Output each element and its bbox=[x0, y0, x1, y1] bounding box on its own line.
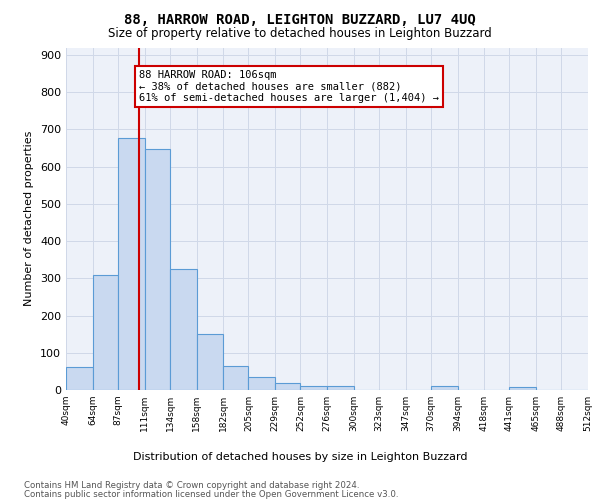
Bar bbox=[431, 386, 458, 390]
Bar bbox=[248, 377, 275, 390]
Text: Distribution of detached houses by size in Leighton Buzzard: Distribution of detached houses by size … bbox=[133, 452, 467, 462]
Bar bbox=[145, 149, 170, 390]
Bar bbox=[275, 382, 301, 390]
Bar bbox=[327, 386, 353, 390]
Bar bbox=[118, 138, 145, 390]
Bar bbox=[301, 386, 327, 390]
Bar bbox=[66, 367, 92, 390]
Bar bbox=[170, 269, 197, 390]
Bar bbox=[223, 366, 248, 390]
Text: 88, HARROW ROAD, LEIGHTON BUZZARD, LU7 4UQ: 88, HARROW ROAD, LEIGHTON BUZZARD, LU7 4… bbox=[124, 12, 476, 26]
Text: Contains public sector information licensed under the Open Government Licence v3: Contains public sector information licen… bbox=[24, 490, 398, 499]
Text: Contains HM Land Registry data © Crown copyright and database right 2024.: Contains HM Land Registry data © Crown c… bbox=[24, 481, 359, 490]
Bar bbox=[197, 334, 223, 390]
Text: 88 HARROW ROAD: 106sqm
← 38% of detached houses are smaller (882)
61% of semi-de: 88 HARROW ROAD: 106sqm ← 38% of detached… bbox=[139, 70, 439, 103]
Bar bbox=[92, 274, 118, 390]
Bar bbox=[509, 387, 536, 390]
Y-axis label: Number of detached properties: Number of detached properties bbox=[25, 131, 34, 306]
Text: Size of property relative to detached houses in Leighton Buzzard: Size of property relative to detached ho… bbox=[108, 28, 492, 40]
